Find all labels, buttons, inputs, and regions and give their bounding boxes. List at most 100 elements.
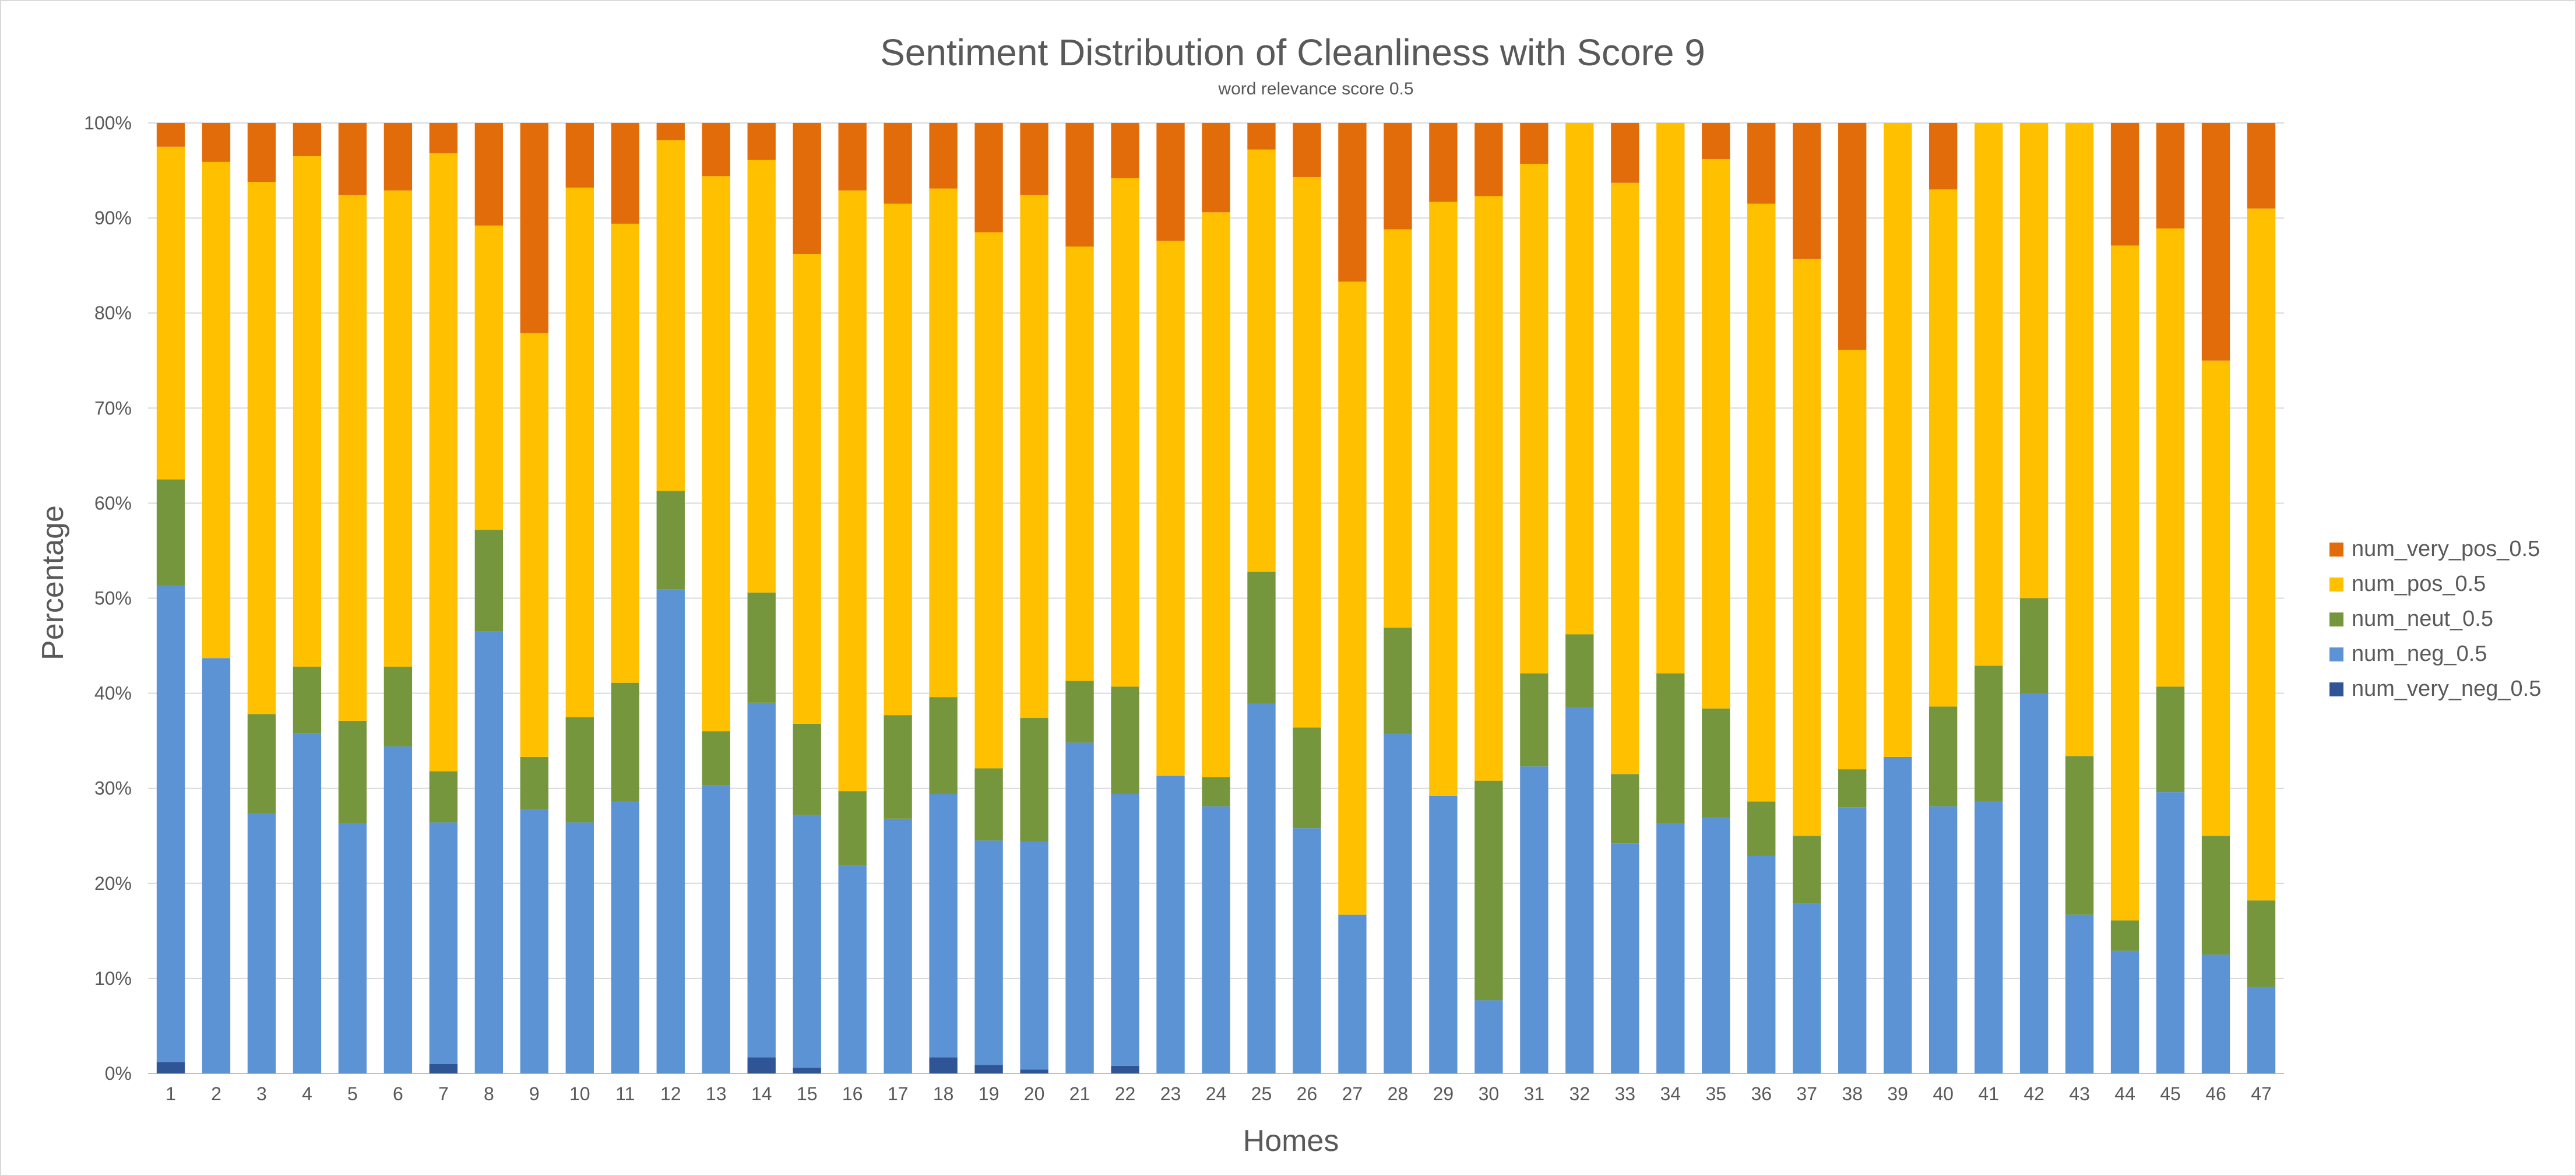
bar-segment-num_neut_0.5	[1974, 666, 2003, 802]
bar-segment-num_pos_0.5	[884, 203, 912, 716]
x-tick-label: 11	[615, 1083, 635, 1104]
bar-segment-num_very_pos_0.5	[656, 123, 685, 140]
y-tick-label: 10%	[94, 968, 132, 989]
x-tick-label: 9	[529, 1083, 540, 1104]
bar-segment-num_very_pos_0.5	[1202, 123, 1230, 213]
bar-segment-num_pos_0.5	[1611, 182, 1639, 774]
bar-segment-num_very_pos_0.5	[474, 123, 504, 226]
bar-segment-num_neg_0.5	[1156, 776, 1185, 1073]
y-tick-label: 40%	[94, 683, 132, 704]
bar-segment-num_neg_0.5	[1611, 843, 1639, 1073]
bar-segment-num_neut_0.5	[793, 723, 821, 815]
bar-segment-num_pos_0.5	[929, 188, 958, 698]
bar-segment-num_neg_0.5	[1884, 756, 1912, 1073]
bar-segment-num_very_pos_0.5	[293, 123, 322, 157]
bar-segment-num_pos_0.5	[1747, 203, 1776, 802]
bar-segment-num_neg_0.5	[1565, 707, 1594, 1073]
bar-segment-num_neg_0.5	[1202, 806, 1230, 1073]
bar-segment-num_very_pos_0.5	[611, 123, 639, 224]
bar-segment-num_neut_0.5	[1656, 673, 1685, 824]
x-tick-label: 5	[347, 1083, 358, 1104]
bar-segment-num_pos_0.5	[2156, 228, 2185, 687]
bar-segment-num_very_pos_0.5	[1793, 123, 1821, 259]
y-tick-label: 60%	[94, 492, 132, 513]
bar-segment-num_neg_0.5	[929, 794, 958, 1058]
x-tick-label: 26	[1297, 1083, 1318, 1104]
bar-segment-num_pos_0.5	[1884, 123, 1912, 757]
bar-segment-num_pos_0.5	[1247, 149, 1276, 572]
bars	[156, 123, 2276, 1073]
x-tick-label: 41	[1978, 1083, 1999, 1104]
bar-segment-num_neut_0.5	[474, 530, 504, 632]
y-axis-ticks: 0% 10% 20% 30% 40% 50% 60% 70% 80% 90% 100%	[84, 112, 132, 1084]
bar-segment-num_neg_0.5	[1929, 806, 1958, 1073]
bar-segment-num_very_pos_0.5	[383, 123, 413, 191]
x-tick-label: 7	[438, 1083, 449, 1104]
bar-segment-num_neut_0.5	[247, 714, 276, 814]
x-tick-label: 15	[797, 1083, 818, 1104]
y-axis-title: Percentage	[36, 505, 70, 660]
bar-segment-num_pos_0.5	[383, 190, 413, 667]
bar-segment-num_very_pos_0.5	[2201, 123, 2230, 361]
bar-segment-num_neut_0.5	[2065, 756, 2094, 915]
bar-segment-num_neg_0.5	[2110, 950, 2139, 1073]
bar-segment-num_neg_0.5	[383, 746, 413, 1073]
bar-segment-num_neg_0.5	[156, 586, 185, 1062]
bar-segment-num_pos_0.5	[838, 190, 867, 791]
x-axis-ticks: 1 2 3 4 5 6 7 8 9 10 11 12 13 14 15 16 17 18 19 20 21 22 23 24 2…	[166, 1083, 2272, 1104]
bar-segment-num_neut_0.5	[929, 697, 958, 794]
chart-subtitle: word relevance score 0.5	[1217, 79, 1413, 98]
x-tick-label: 31	[1524, 1083, 1545, 1104]
bar-segment-num_very_neg_0.5	[793, 1068, 821, 1073]
bar-segment-num_neg_0.5	[1020, 841, 1048, 1070]
bar-segment-num_pos_0.5	[156, 146, 185, 480]
bar-segment-num_neg_0.5	[565, 822, 594, 1073]
bar-segment-num_pos_0.5	[611, 223, 639, 683]
x-tick-label: 24	[1206, 1083, 1227, 1104]
bar-segment-num_very_pos_0.5	[247, 123, 276, 182]
bar-segment-num_pos_0.5	[1202, 212, 1230, 777]
y-tick-label: 100%	[84, 112, 132, 133]
bar-segment-num_very_pos_0.5	[1429, 123, 1458, 202]
bar-segment-num_neg_0.5	[1293, 828, 1321, 1073]
bar-segment-num_neg_0.5	[1065, 742, 1094, 1073]
bar-segment-num_neg_0.5	[1838, 807, 1867, 1073]
x-tick-label: 35	[1705, 1083, 1726, 1104]
bar-segment-num_very_pos_0.5	[793, 123, 821, 255]
bar-segment-num_very_pos_0.5	[1702, 123, 1730, 159]
bar-segment-num_very_pos_0.5	[702, 123, 730, 177]
x-tick-label: 32	[1569, 1083, 1590, 1104]
bar-segment-num_neg_0.5	[2065, 914, 2094, 1073]
bar-segment-num_neut_0.5	[747, 592, 776, 703]
bar-segment-num_neut_0.5	[1838, 769, 1867, 808]
bar-segment-num_very_pos_0.5	[1338, 123, 1367, 282]
bar-segment-num_pos_0.5	[1429, 202, 1458, 796]
bar-segment-num_very_pos_0.5	[1747, 123, 1776, 204]
bar-segment-num_very_pos_0.5	[520, 123, 548, 333]
bar-segment-num_pos_0.5	[1702, 159, 1730, 709]
bar-segment-num_pos_0.5	[1474, 196, 1503, 781]
bar-segment-num_pos_0.5	[974, 232, 1003, 769]
bar-segment-num_very_pos_0.5	[156, 123, 185, 147]
x-tick-label: 40	[1933, 1083, 1954, 1104]
x-tick-label: 22	[1115, 1083, 1136, 1104]
bar-segment-num_neg_0.5	[1474, 1000, 1503, 1073]
bar-segment-num_pos_0.5	[747, 160, 776, 593]
bar-segment-num_neg_0.5	[338, 823, 367, 1073]
bar-segment-num_pos_0.5	[793, 254, 821, 724]
bar-segment-num_very_pos_0.5	[565, 123, 594, 188]
bar-segment-num_neg_0.5	[1656, 823, 1685, 1073]
bar-segment-num_pos_0.5	[1065, 247, 1094, 681]
bar-segment-num_neut_0.5	[565, 717, 594, 823]
x-tick-label: 10	[569, 1083, 590, 1104]
x-tick-label: 18	[933, 1083, 954, 1104]
legend-swatch	[2329, 578, 2343, 591]
bar-segment-num_pos_0.5	[1565, 123, 1594, 635]
bar-segment-num_neg_0.5	[1338, 914, 1367, 1073]
bar-segment-num_pos_0.5	[1111, 178, 1139, 687]
x-tick-label: 12	[660, 1083, 681, 1104]
bar-segment-num_neg_0.5	[2247, 987, 2276, 1073]
bar-segment-num_neut_0.5	[293, 666, 322, 734]
x-tick-label: 34	[1660, 1083, 1681, 1104]
